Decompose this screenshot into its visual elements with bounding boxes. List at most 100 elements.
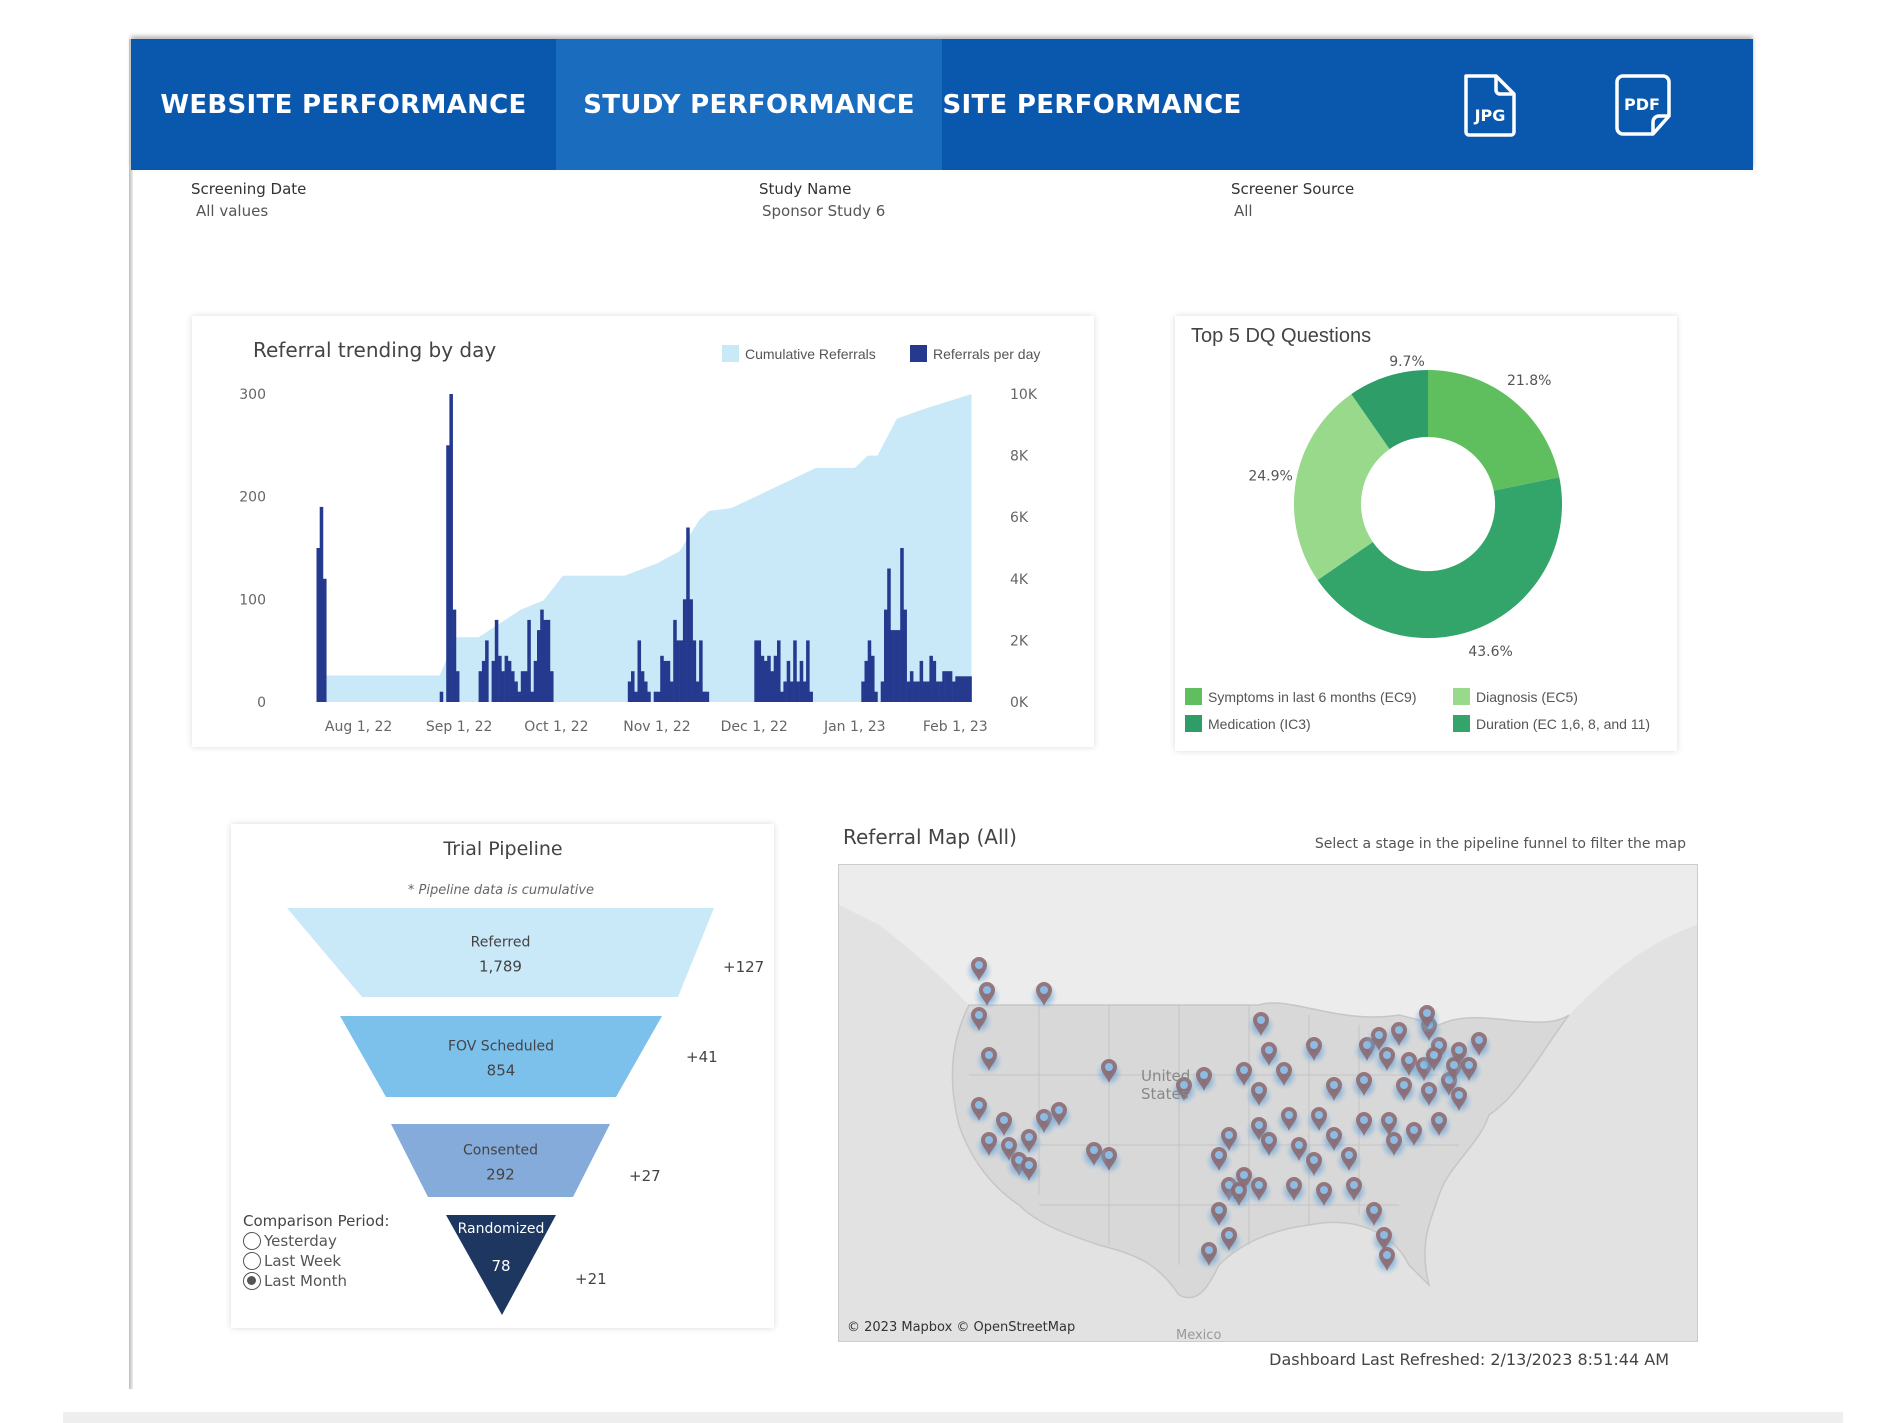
- map-pin[interactable]: [1095, 1059, 1123, 1087]
- referral-bar[interactable]: [961, 676, 966, 702]
- referral-bar[interactable]: [903, 609, 907, 702]
- map-pin[interactable]: [1015, 1129, 1043, 1157]
- export-pdf-button[interactable]: PDF: [1613, 72, 1671, 138]
- map-pin[interactable]: [1400, 1122, 1428, 1150]
- donut-slice[interactable]: [1293, 394, 1390, 580]
- referral-bar[interactable]: [777, 640, 781, 702]
- map-pin[interactable]: [1015, 1157, 1043, 1185]
- map-pin[interactable]: [1340, 1177, 1368, 1205]
- referral-bar[interactable]: [514, 681, 518, 703]
- referral-bar[interactable]: [550, 671, 554, 702]
- referral-bar[interactable]: [666, 660, 671, 702]
- referral-bar[interactable]: [669, 681, 674, 703]
- funnel-shape[interactable]: [446, 1215, 556, 1315]
- referral-bar[interactable]: [498, 655, 502, 702]
- tab-website-performance[interactable]: WEBSITE PERFORMANCE: [160, 89, 527, 120]
- referral-bar[interactable]: [789, 681, 794, 703]
- referral-bar[interactable]: [770, 671, 775, 702]
- referral-bar[interactable]: [861, 681, 865, 703]
- referral-bar[interactable]: [647, 691, 651, 702]
- map-pin[interactable]: [1415, 1082, 1443, 1110]
- map-pin[interactable]: [1373, 1047, 1401, 1075]
- map-pin[interactable]: [1045, 1102, 1073, 1130]
- funnel-shape[interactable]: [340, 1016, 662, 1097]
- map-pin[interactable]: [1310, 1182, 1338, 1210]
- referral-bar[interactable]: [634, 691, 638, 702]
- map-pin[interactable]: [965, 957, 993, 985]
- map-pin[interactable]: [1245, 1082, 1273, 1110]
- funnel-stage-referred[interactable]: Referred 1,789 +127: [287, 908, 764, 997]
- referral-bar[interactable]: [867, 640, 872, 702]
- referral-bar[interactable]: [890, 630, 894, 702]
- referral-bar[interactable]: [871, 655, 875, 702]
- referral-bar[interactable]: [764, 660, 768, 702]
- referral-bar[interactable]: [893, 630, 898, 702]
- referral-bar[interactable]: [796, 681, 800, 703]
- map-pin[interactable]: [1465, 1032, 1493, 1060]
- referral-bar[interactable]: [906, 681, 911, 703]
- referral-bar[interactable]: [644, 681, 648, 703]
- referral-bar[interactable]: [537, 630, 541, 702]
- referral-bar[interactable]: [919, 660, 924, 702]
- referral-bar[interactable]: [501, 671, 505, 702]
- referral-bar[interactable]: [481, 660, 486, 702]
- legend-label[interactable]: Duration (EC 1,6, 8, and 11): [1476, 716, 1650, 732]
- referral-bar[interactable]: [926, 681, 930, 703]
- referral-bar[interactable]: [922, 681, 927, 703]
- referral-bar[interactable]: [948, 671, 953, 702]
- referral-bar[interactable]: [880, 681, 885, 703]
- map-pin[interactable]: [1275, 1107, 1303, 1135]
- referral-bar[interactable]: [540, 609, 544, 702]
- filter-screener-source[interactable]: Screener Source All: [1231, 180, 1354, 220]
- radio-yesterday[interactable]: Yesterday: [243, 1232, 389, 1250]
- referral-bar[interactable]: [864, 660, 869, 702]
- map-pin[interactable]: [1335, 1147, 1363, 1175]
- radio-last-week[interactable]: Last Week: [243, 1252, 389, 1270]
- map-pin[interactable]: [965, 1097, 993, 1125]
- map-pin[interactable]: [1205, 1147, 1233, 1175]
- map-pin[interactable]: [990, 1112, 1018, 1140]
- map-pin[interactable]: [1425, 1112, 1453, 1140]
- referral-bar[interactable]: [692, 640, 697, 702]
- referral-bar[interactable]: [809, 691, 813, 702]
- funnel-stage-randomized[interactable]: Randomized 78 +21: [446, 1215, 607, 1315]
- referral-bar[interactable]: [682, 599, 687, 702]
- legend-label-cumulative[interactable]: Cumulative Referrals: [745, 346, 876, 362]
- map-pin[interactable]: [1247, 1012, 1275, 1040]
- referral-bar[interactable]: [660, 655, 664, 702]
- referral-bar[interactable]: [806, 640, 810, 702]
- referral-bar[interactable]: [802, 681, 807, 703]
- referral-bar[interactable]: [754, 640, 758, 702]
- legend-label[interactable]: Medication (IC3): [1208, 716, 1311, 732]
- referral-bar[interactable]: [676, 640, 680, 702]
- referral-bar[interactable]: [446, 445, 450, 702]
- tab-site-performance[interactable]: SITE PERFORMANCE: [942, 89, 1242, 120]
- map-pin[interactable]: [1230, 1062, 1258, 1090]
- map-pin[interactable]: [1445, 1087, 1473, 1115]
- map-pin[interactable]: [1350, 1112, 1378, 1140]
- referral-bar[interactable]: [478, 671, 483, 702]
- referral-bar[interactable]: [533, 660, 538, 702]
- referral-bar[interactable]: [517, 691, 522, 702]
- filter-screening-date[interactable]: Screening Date All values: [191, 180, 306, 220]
- referral-bar[interactable]: [942, 671, 946, 702]
- referral-bar[interactable]: [527, 619, 531, 702]
- map-pin[interactable]: [1420, 1047, 1448, 1075]
- referral-bar[interactable]: [455, 671, 460, 702]
- map-pin[interactable]: [1280, 1177, 1308, 1205]
- map-pin[interactable]: [1255, 1132, 1283, 1160]
- referral-bar[interactable]: [884, 609, 888, 702]
- referral-bar[interactable]: [773, 655, 778, 702]
- map-canvas[interactable]: Mexico © 2023 Mapbox © OpenStreetMap: [839, 865, 1697, 1341]
- legend-label[interactable]: Symptoms in last 6 months (EC9): [1208, 689, 1417, 705]
- referral-bar[interactable]: [900, 548, 904, 702]
- referral-bar[interactable]: [524, 671, 528, 702]
- map-pin[interactable]: [1350, 1072, 1378, 1100]
- referral-bar[interactable]: [653, 691, 658, 702]
- referral-bar[interactable]: [783, 681, 787, 703]
- referral-bar[interactable]: [968, 676, 972, 702]
- referral-bar[interactable]: [452, 609, 457, 702]
- map-pin[interactable]: [1190, 1067, 1218, 1095]
- map-attribution[interactable]: © 2023 Mapbox © OpenStreetMap: [847, 1320, 1075, 1335]
- referral-bar[interactable]: [780, 691, 784, 702]
